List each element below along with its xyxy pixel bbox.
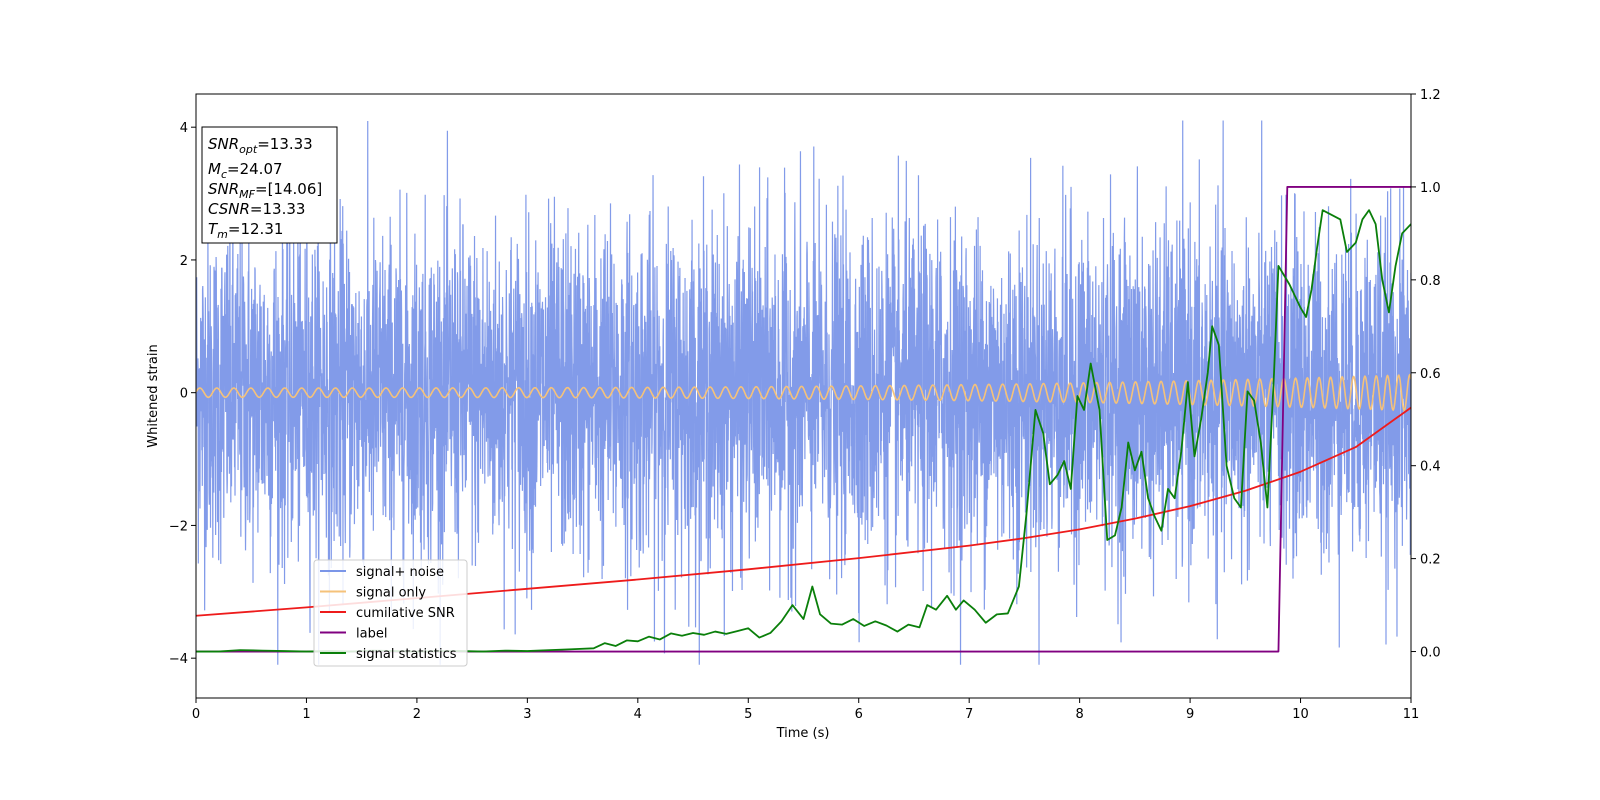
x-axis: 0 1 2 3 4 5 6 7 8 9 10 11 <box>192 698 1419 722</box>
series-signal-noise-line <box>196 120 1411 665</box>
y2-tick-label: 0.8 <box>1420 274 1441 289</box>
x-tick-label: 7 <box>965 707 973 722</box>
y2-tick-label: 1.2 <box>1420 88 1441 103</box>
annotation-symbol: M <box>208 160 221 178</box>
y-tick-label: 2 <box>180 254 188 269</box>
x-axis-label: Time (s) <box>776 726 830 741</box>
annotation-value: =12.31 <box>228 220 284 238</box>
x-tick-label: 8 <box>1075 707 1083 722</box>
annotation-value: =[14.06] <box>255 180 322 198</box>
annotation-subscript: MF <box>239 188 255 201</box>
legend: signal+ noise signal only cumilative SNR la… <box>313 559 468 667</box>
y2-tick-label: 0.4 <box>1420 460 1441 475</box>
x-tick-label: 0 <box>192 707 200 722</box>
x-tick-label: 3 <box>523 707 531 722</box>
series-signal-only-line <box>196 373 1411 412</box>
legend-label: label <box>356 627 387 642</box>
series-label-line <box>196 186 1411 653</box>
y2-tick-label: 0.0 <box>1420 646 1441 661</box>
annotation-frame <box>201 126 338 244</box>
annotation-line: SNRopt=13.33 <box>208 135 313 156</box>
legend-label: signal+ noise <box>356 565 444 580</box>
y2-tick-label: 1.0 <box>1420 181 1441 196</box>
legend-label: signal statistics <box>356 647 457 662</box>
annotation-symbol: T <box>208 220 219 238</box>
y-tick-label: 0 <box>180 387 188 402</box>
y-axis-right: 0.0 0.2 0.4 0.6 0.8 1.0 1.2 <box>1411 88 1441 661</box>
annotation-symbol: SNR <box>208 180 239 198</box>
y-tick-label: −2 <box>169 519 188 534</box>
annotation-value: =24.07 <box>227 160 283 178</box>
x-tick-label: 6 <box>855 707 863 722</box>
annotation-line: Tm=12.31 <box>208 220 283 241</box>
x-tick-label: 5 <box>744 707 752 722</box>
y-axis-left: −4 −2 0 2 4 <box>169 121 196 667</box>
annotation-symbol: SNR <box>208 135 239 153</box>
annotation-line: CSNR=13.33 <box>208 200 305 218</box>
plot-frame <box>195 93 1412 699</box>
y-axis-label: Whitened strain <box>146 344 161 447</box>
annotation-subscript: opt <box>239 143 258 156</box>
series-layer <box>196 120 1411 665</box>
series-cumulative-snr-line <box>196 406 1411 617</box>
x-tick-label: 11 <box>1403 707 1420 722</box>
series-signal-statistics-line <box>196 209 1411 653</box>
annotation-subscript: m <box>217 228 228 241</box>
annotation-value: =13.33 <box>250 200 306 218</box>
x-tick-label: 10 <box>1292 707 1309 722</box>
annotation-line: Mc=24.07 <box>208 160 283 181</box>
y-tick-label: 4 <box>180 121 188 136</box>
annotation-symbol: CSNR <box>208 200 250 218</box>
y2-tick-label: 0.6 <box>1420 367 1441 382</box>
y2-tick-label: 0.2 <box>1420 553 1441 568</box>
annotation-value: =13.33 <box>257 135 313 153</box>
legend-label: signal only <box>356 586 426 601</box>
y-tick-label: −4 <box>169 652 188 667</box>
legend-label: cumilative SNR <box>356 606 455 621</box>
annotation-box: SNRopt=13.33Mc=24.07SNRMF=[14.06]CSNR=13… <box>201 126 338 244</box>
annotation-subscript: c <box>221 168 227 181</box>
x-tick-label: 9 <box>1186 707 1194 722</box>
x-tick-label: 1 <box>302 707 310 722</box>
x-tick-label: 4 <box>634 707 642 722</box>
x-tick-label: 2 <box>413 707 421 722</box>
legend-frame <box>313 559 468 667</box>
annotation-line: SNRMF=[14.06] <box>208 180 322 201</box>
